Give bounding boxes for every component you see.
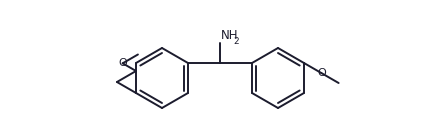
Text: 2: 2 — [233, 36, 239, 46]
Text: O: O — [317, 68, 326, 78]
Text: O: O — [118, 58, 127, 68]
Text: NH: NH — [221, 29, 238, 42]
